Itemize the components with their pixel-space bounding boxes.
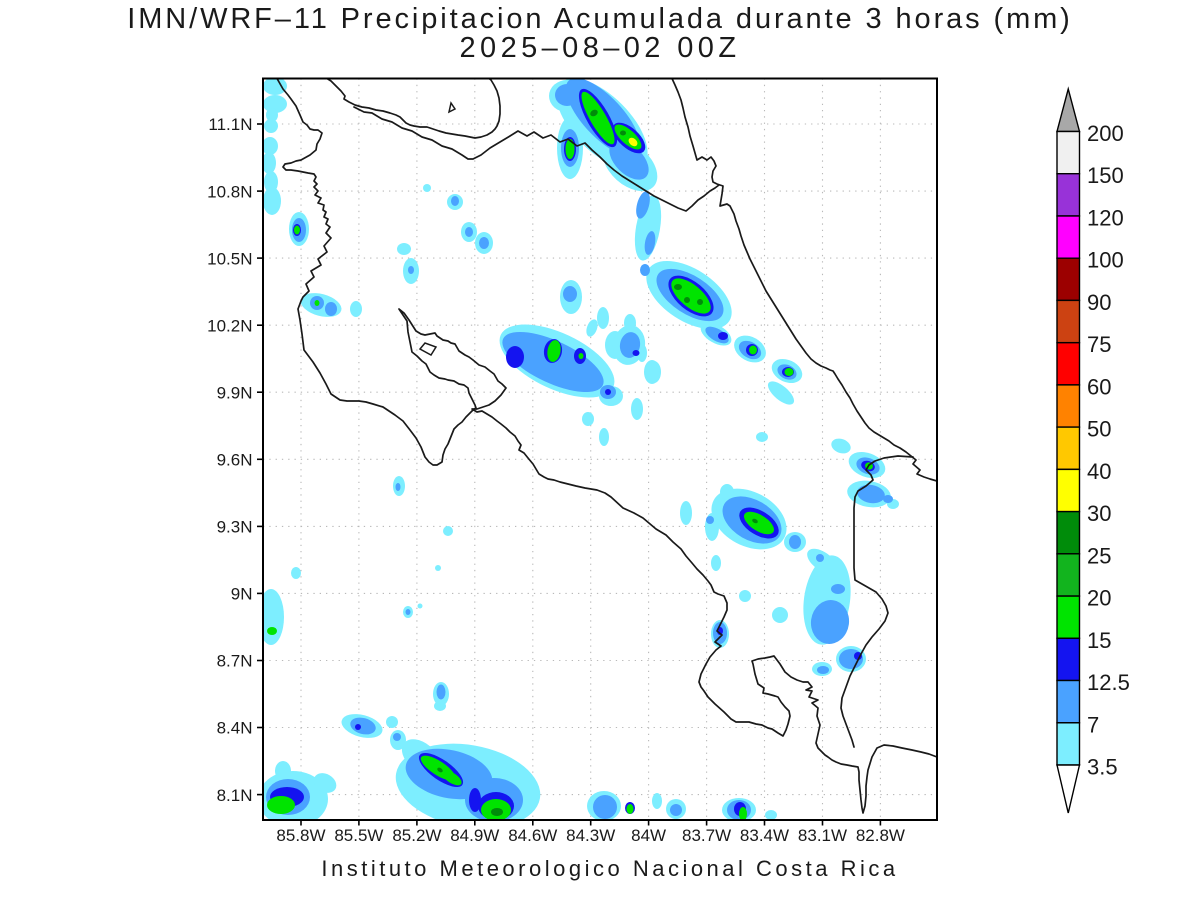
svg-text:90: 90 bbox=[1087, 290, 1111, 315]
svg-text:150: 150 bbox=[1087, 163, 1124, 188]
svg-text:9.6N: 9.6N bbox=[217, 451, 253, 470]
svg-text:100: 100 bbox=[1087, 248, 1124, 273]
svg-text:84.6W: 84.6W bbox=[508, 826, 557, 845]
svg-text:83.1W: 83.1W bbox=[798, 826, 847, 845]
svg-text:2025–08–02 00Z: 2025–08–02 00Z bbox=[460, 32, 741, 64]
svg-text:8.7N: 8.7N bbox=[217, 652, 253, 671]
svg-text:15: 15 bbox=[1087, 628, 1111, 653]
svg-text:50: 50 bbox=[1087, 417, 1111, 442]
svg-text:10.5N: 10.5N bbox=[207, 249, 252, 268]
svg-text:85.2W: 85.2W bbox=[392, 826, 441, 845]
svg-text:40: 40 bbox=[1087, 459, 1111, 484]
svg-text:8.1N: 8.1N bbox=[217, 786, 253, 805]
svg-text:30: 30 bbox=[1087, 501, 1111, 526]
svg-text:7: 7 bbox=[1087, 712, 1099, 737]
svg-text:9N: 9N bbox=[231, 585, 253, 604]
svg-text:10.2N: 10.2N bbox=[207, 316, 252, 335]
svg-text:9.3N: 9.3N bbox=[217, 518, 253, 537]
svg-text:IMN/WRF–11 Precipitacion Acumu: IMN/WRF–11 Precipitacion Acumulada duran… bbox=[127, 3, 1073, 35]
svg-text:12.5: 12.5 bbox=[1087, 670, 1130, 695]
svg-text:25: 25 bbox=[1087, 543, 1111, 568]
svg-text:9.9N: 9.9N bbox=[217, 383, 253, 402]
svg-text:11.1N: 11.1N bbox=[208, 115, 252, 134]
svg-text:Instituto Meteorologico Nacion: Instituto Meteorologico Nacional Costa R… bbox=[321, 856, 898, 881]
svg-text:3.5: 3.5 bbox=[1087, 755, 1118, 780]
svg-text:120: 120 bbox=[1087, 206, 1124, 231]
svg-text:75: 75 bbox=[1087, 332, 1111, 357]
svg-text:200: 200 bbox=[1087, 121, 1124, 146]
svg-text:84.9W: 84.9W bbox=[450, 826, 499, 845]
svg-text:84.3W: 84.3W bbox=[566, 826, 615, 845]
svg-text:20: 20 bbox=[1087, 586, 1111, 611]
svg-text:85.5W: 85.5W bbox=[334, 826, 383, 845]
svg-text:60: 60 bbox=[1087, 374, 1111, 399]
svg-text:83.4W: 83.4W bbox=[740, 826, 789, 845]
svg-text:8.4N: 8.4N bbox=[217, 719, 253, 738]
svg-text:84W: 84W bbox=[631, 826, 666, 845]
svg-text:85.8W: 85.8W bbox=[276, 826, 325, 845]
svg-text:82.8W: 82.8W bbox=[856, 826, 905, 845]
svg-text:83.7W: 83.7W bbox=[682, 826, 731, 845]
svg-text:10.8N: 10.8N bbox=[207, 182, 252, 201]
